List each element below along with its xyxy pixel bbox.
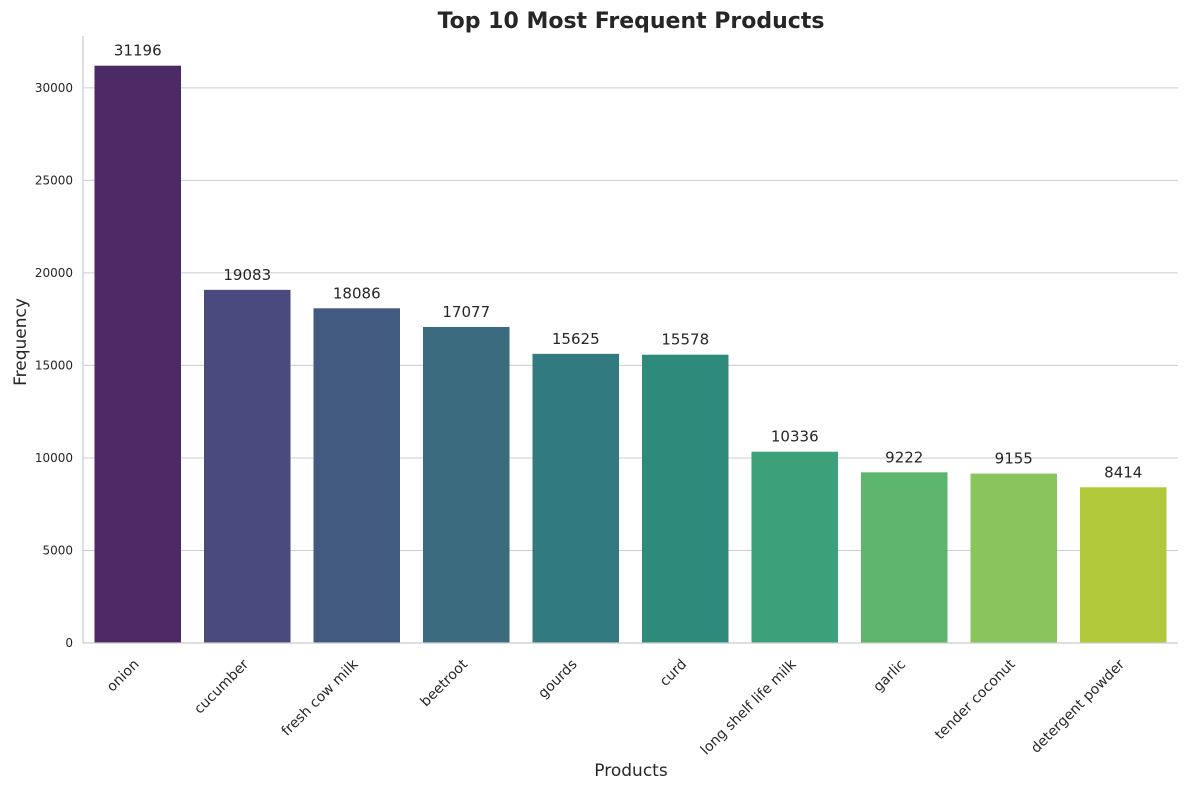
x-tick-labels: onion cucumber fresh cow milk beetroot gourd… <box>104 656 1128 758</box>
bar-garlic <box>860 472 948 643</box>
bar-fresh-cow-milk <box>313 308 401 643</box>
x-tick-label: detergent powder <box>1028 656 1128 756</box>
data-label: 15625 <box>552 330 600 348</box>
y-tick-label: 25000 <box>35 173 73 187</box>
bar-gourds <box>532 353 620 643</box>
data-label: 17077 <box>442 303 490 321</box>
bar-detergent-powder <box>1079 487 1167 643</box>
y-tick-label: 15000 <box>35 358 73 372</box>
x-tick-label: fresh cow milk <box>279 656 363 740</box>
bar-beetroot <box>422 326 510 643</box>
data-label: 15578 <box>661 331 709 349</box>
x-tick-label: garlic <box>870 657 909 696</box>
y-tick-label: 5000 <box>42 543 73 557</box>
x-tick-label: gourds <box>535 657 580 702</box>
x-tick-label: long shelf life milk <box>698 656 800 758</box>
chart-title: Top 10 Most Frequent Products <box>438 9 825 34</box>
data-label: 8414 <box>1104 463 1142 481</box>
y-tick-label: 30000 <box>35 81 73 95</box>
y-tick-labels: 0 5000 10000 15000 20000 25000 30000 <box>35 81 73 650</box>
bar-long-shelf-life-milk <box>751 451 839 643</box>
data-label: 31196 <box>114 42 162 60</box>
data-label: 9222 <box>885 448 923 466</box>
bar-tender-coconut <box>970 473 1058 643</box>
data-label: 9155 <box>995 450 1033 468</box>
bar-cucumber <box>203 289 291 643</box>
x-tick-label: curd <box>657 657 690 690</box>
bars <box>94 65 1167 643</box>
x-tick-label: onion <box>104 657 143 696</box>
bar-onion <box>94 65 182 643</box>
data-label: 19083 <box>223 266 271 284</box>
y-axis-label: Frequency <box>11 298 31 386</box>
bar-curd <box>641 354 729 643</box>
x-axis-label: Products <box>594 761 668 781</box>
x-tick-label: cucumber <box>191 656 252 717</box>
y-tick-label: 20000 <box>35 266 73 280</box>
y-tick-label: 0 <box>65 636 73 650</box>
x-tick-label: tender coconut <box>932 656 1019 743</box>
data-label: 18086 <box>333 284 381 302</box>
data-label: 10336 <box>771 428 819 446</box>
x-tick-label: beetroot <box>418 656 472 710</box>
data-labels: 31196 19083 18086 17077 15625 15578 10336 9222 9… <box>114 42 1142 482</box>
y-tick-label: 10000 <box>35 451 73 465</box>
